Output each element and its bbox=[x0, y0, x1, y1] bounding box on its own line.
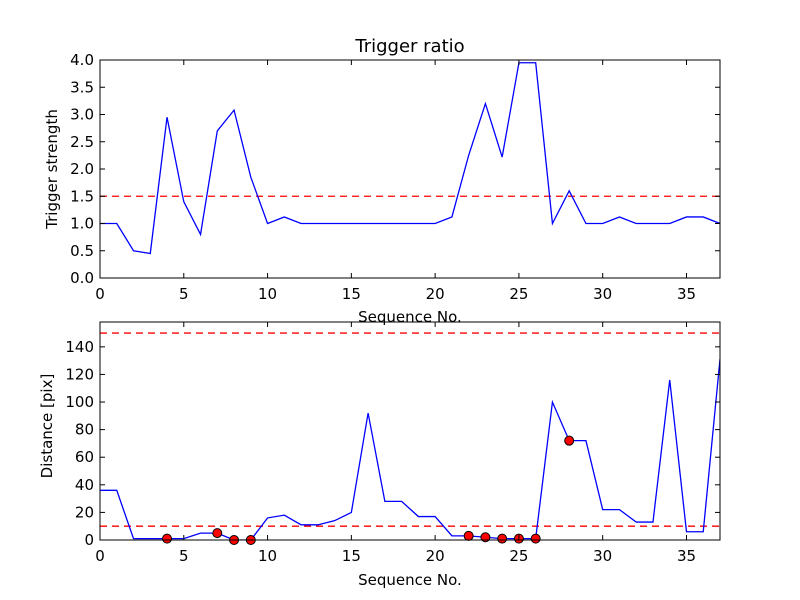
data-point bbox=[497, 533, 508, 544]
x-tick-label: 30 bbox=[593, 547, 612, 565]
x-tick-label: 5 bbox=[179, 285, 189, 303]
x-tick-label: 20 bbox=[426, 285, 445, 303]
x-tick-label: 0 bbox=[95, 285, 105, 303]
x-tick-label: 35 bbox=[677, 285, 696, 303]
y-tick-label: 3.0 bbox=[70, 106, 94, 124]
x-axis-label: Sequence No. bbox=[358, 308, 462, 326]
x-tick-label: 25 bbox=[509, 285, 528, 303]
series-line bbox=[100, 359, 720, 540]
y-tick-label: 1.5 bbox=[70, 187, 94, 205]
y-tick-label: 3.5 bbox=[70, 78, 94, 96]
y-tick-label: 0.5 bbox=[70, 242, 94, 260]
x-tick-label: 0 bbox=[95, 547, 105, 565]
data-point bbox=[162, 533, 173, 544]
data-point bbox=[212, 528, 223, 539]
trigger-ratio-chart: Trigger ratio Sequence No. Trigger stren… bbox=[43, 36, 721, 326]
data-point bbox=[463, 530, 474, 541]
y-tick-label: 0 bbox=[84, 531, 94, 549]
y-axis-label: Trigger strength bbox=[43, 109, 61, 230]
y-tick-label: 100 bbox=[65, 393, 94, 411]
axes-frame bbox=[99, 321, 721, 541]
x-tick-label: 30 bbox=[593, 285, 612, 303]
distance-chart: Sequence No. Distance [pix] 0 5 10 15 20 25 30… bbox=[38, 321, 721, 589]
y-axis-label: Distance [pix] bbox=[38, 374, 56, 479]
x-tick-label: 35 bbox=[677, 547, 696, 565]
y-tick-label: 2.5 bbox=[70, 133, 94, 151]
chart-title: Trigger ratio bbox=[354, 36, 464, 57]
y-tick-label: 2.0 bbox=[70, 160, 94, 178]
x-tick-label: 10 bbox=[258, 547, 277, 565]
y-tick-label: 140 bbox=[65, 338, 94, 356]
data-point bbox=[480, 532, 491, 543]
y-tick-label: 20 bbox=[75, 503, 94, 521]
y-tick-label: 120 bbox=[65, 365, 94, 383]
x-axis-label: Sequence No. bbox=[358, 571, 462, 589]
x-tick-label: 20 bbox=[426, 547, 445, 565]
data-point bbox=[564, 435, 575, 446]
plot-area bbox=[100, 332, 720, 540]
y-tick-label: 1.0 bbox=[70, 215, 94, 233]
x-tick-label: 15 bbox=[342, 547, 361, 565]
x-tick-label: 25 bbox=[509, 547, 528, 565]
series-line bbox=[100, 62, 720, 255]
x-tick-label: 10 bbox=[258, 285, 277, 303]
data-point bbox=[530, 533, 541, 544]
y-tick-label: 40 bbox=[75, 476, 94, 494]
plot-area bbox=[100, 62, 720, 255]
y-tick-label: 4.0 bbox=[70, 51, 94, 69]
x-tick-label: 5 bbox=[179, 547, 189, 565]
y-tick-label: 60 bbox=[75, 448, 94, 466]
x-tick-label: 15 bbox=[342, 285, 361, 303]
y-tick-label: 80 bbox=[75, 421, 94, 439]
y-tick-label: 0.0 bbox=[70, 269, 94, 287]
